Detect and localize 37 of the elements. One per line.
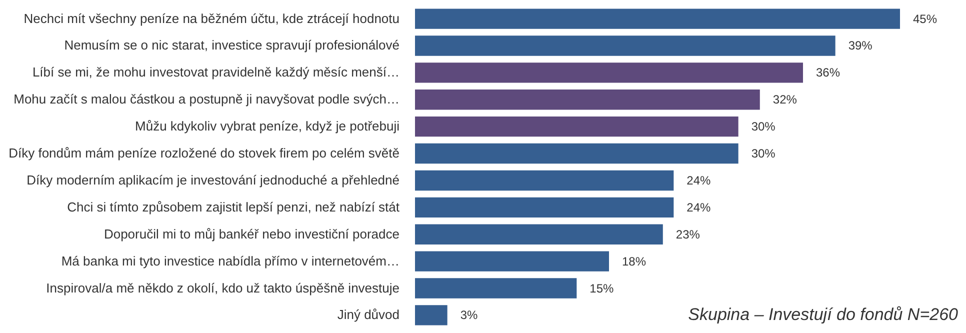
bar xyxy=(415,90,760,110)
y-tick-label: Mohu začít s malou částkou a postupně ji navyšovat podle svých… xyxy=(14,92,400,107)
data-label: 24% xyxy=(686,200,712,214)
y-tick-label: Můžu kdykoliv vybrat peníze, když je potřebuji xyxy=(135,118,400,134)
y-tick-label: Doporučil mi to můj bankéř nebo investiční poradce xyxy=(104,226,400,242)
data-label: 18% xyxy=(622,254,646,268)
y-tick-label: Má banka mi tyto investice nabídla přímo v internetovém… xyxy=(61,253,400,268)
bar xyxy=(415,143,738,164)
data-label: 15% xyxy=(590,281,614,296)
y-tick-label: Chci si tímto způsobem zajistit lepší penzi, než nabízí stát xyxy=(67,199,400,214)
bar xyxy=(415,36,836,56)
y-tick-label: Jiný důvod xyxy=(337,307,400,322)
y-tick-label: Líbí se mi, že mohu investovat pravidelně každý měsíc menší… xyxy=(32,64,400,80)
y-tick-label: Nechci mít všechny peníze na běžném účtu, kde ztrácejí hodnotu xyxy=(24,10,400,26)
data-label: 30% xyxy=(751,146,776,161)
bar xyxy=(415,170,674,191)
data-label: 36% xyxy=(816,66,840,80)
bar xyxy=(415,278,577,298)
data-label: 23% xyxy=(676,227,700,242)
bar xyxy=(415,62,803,83)
bar xyxy=(415,8,900,29)
bar xyxy=(415,116,738,137)
data-label: 24% xyxy=(686,173,712,188)
annotation: Skupina – Investují do fondů N=260 xyxy=(688,305,958,325)
data-label: 32% xyxy=(772,92,798,107)
bar xyxy=(415,305,448,326)
bar xyxy=(415,224,663,244)
data-label: 3% xyxy=(460,308,478,322)
data-label: 45% xyxy=(913,12,938,26)
bar xyxy=(415,251,609,272)
y-tick-label: Díky fondům mám peníze rozložené do stovek firem po celém světě xyxy=(8,146,400,161)
y-tick-label: Díky moderním aplikacím je investování jednoduché a přehledné xyxy=(26,172,400,188)
bar xyxy=(415,197,674,218)
y-tick-label: Nemusím se o nic starat, investice spravují profesionálové xyxy=(64,38,400,53)
data-label: 30% xyxy=(751,120,776,134)
y-tick-label: Inspiroval/a mě někdo z okolí, kdo už takto úspěšně investuje xyxy=(46,280,400,296)
data-label: 39% xyxy=(848,38,873,53)
